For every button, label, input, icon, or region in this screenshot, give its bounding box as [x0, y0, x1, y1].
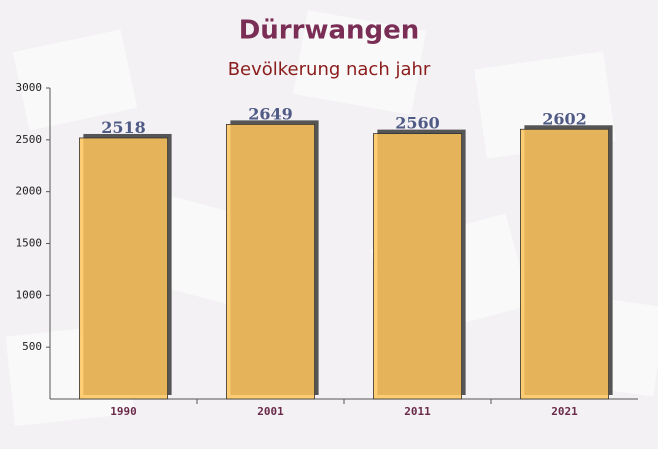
y-tick-label: 3000 — [16, 81, 43, 94]
y-tick-label: 1500 — [16, 237, 43, 250]
x-tick-label: 2021 — [551, 405, 578, 418]
x-tick-label: 1990 — [110, 405, 137, 418]
x-tick-label: 2001 — [257, 405, 284, 418]
chart-title: Dürrwangen — [239, 16, 420, 46]
y-tick-label: 2000 — [16, 185, 43, 198]
bar — [520, 128, 610, 400]
value-label: 2602 — [542, 109, 587, 128]
bar — [372, 133, 462, 400]
bar — [79, 137, 168, 400]
value-label: 2518 — [101, 118, 146, 137]
y-tick-label: 1000 — [16, 288, 43, 301]
chart-subtitle: Bevölkerung nach jahr — [228, 59, 431, 80]
y-tick-label: 2500 — [16, 133, 43, 146]
x-tick-label: 2011 — [404, 405, 431, 418]
value-label: 2560 — [395, 114, 440, 133]
value-label: 2649 — [248, 104, 293, 123]
bar — [225, 123, 315, 400]
y-tick-label: 500 — [22, 340, 42, 353]
